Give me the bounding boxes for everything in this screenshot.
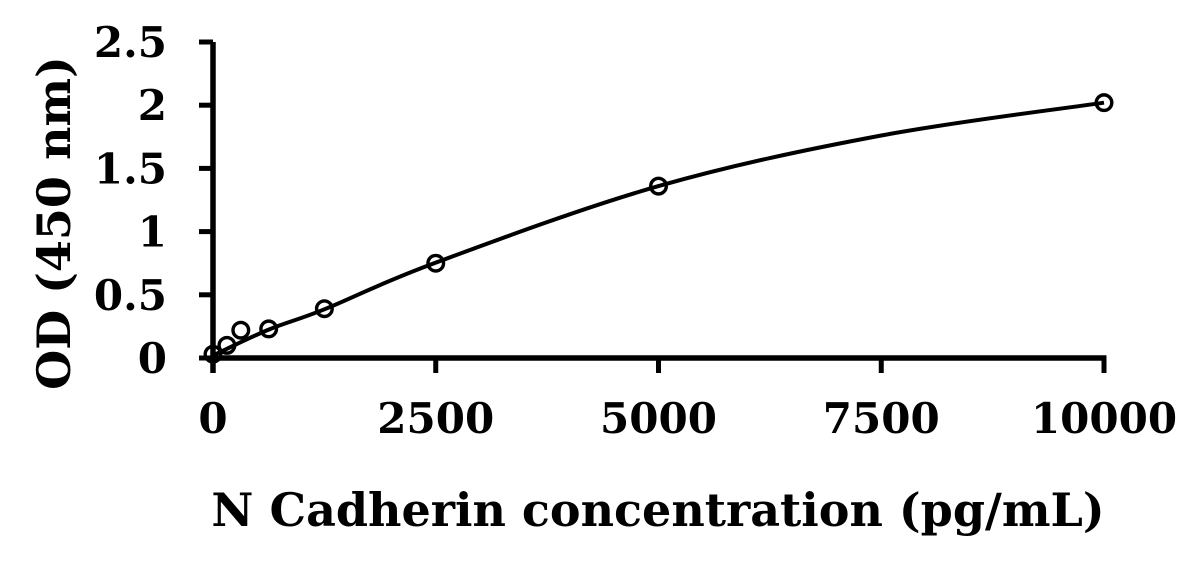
- y-tick-label: 0.5: [94, 271, 167, 320]
- x-tick-label: 2500: [377, 394, 494, 443]
- data-point-marker: [203, 344, 223, 364]
- x-axis-title: N Cadherin concentration (pg/mL): [211, 483, 1105, 537]
- x-tick-label: 5000: [600, 394, 717, 443]
- y-tick-label: 1: [138, 208, 167, 257]
- y-tick-label: 2: [138, 81, 167, 130]
- data-point-marker: [231, 320, 251, 340]
- data-point-marker: [426, 253, 446, 273]
- y-tick-label: 1.5: [94, 144, 167, 193]
- data-point-marker: [1094, 93, 1114, 113]
- standard-curve-line: [212, 100, 1105, 358]
- x-tick-label: 10000: [1031, 394, 1177, 443]
- data-point-marker: [314, 299, 334, 319]
- y-axis-title: OD (450 nm): [27, 56, 81, 390]
- data-point-marker: [217, 335, 237, 355]
- data-point-marker: [259, 319, 279, 339]
- data-point-marker: [649, 176, 669, 196]
- y-tick-label: 0: [138, 334, 167, 383]
- y-tick-label: 2.5: [94, 18, 167, 67]
- x-tick-label: 0: [198, 394, 227, 443]
- x-tick-label: 7500: [823, 394, 940, 443]
